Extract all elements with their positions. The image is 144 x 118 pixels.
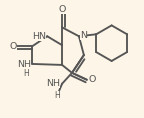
Text: NH: NH: [46, 79, 60, 88]
Text: O: O: [58, 4, 66, 14]
Text: O: O: [9, 42, 17, 51]
Text: O: O: [89, 75, 96, 84]
Text: H: H: [54, 91, 60, 100]
Text: H: H: [24, 69, 29, 78]
Text: N: N: [80, 31, 87, 40]
Text: NH: NH: [17, 60, 31, 69]
Text: HN: HN: [32, 32, 46, 41]
